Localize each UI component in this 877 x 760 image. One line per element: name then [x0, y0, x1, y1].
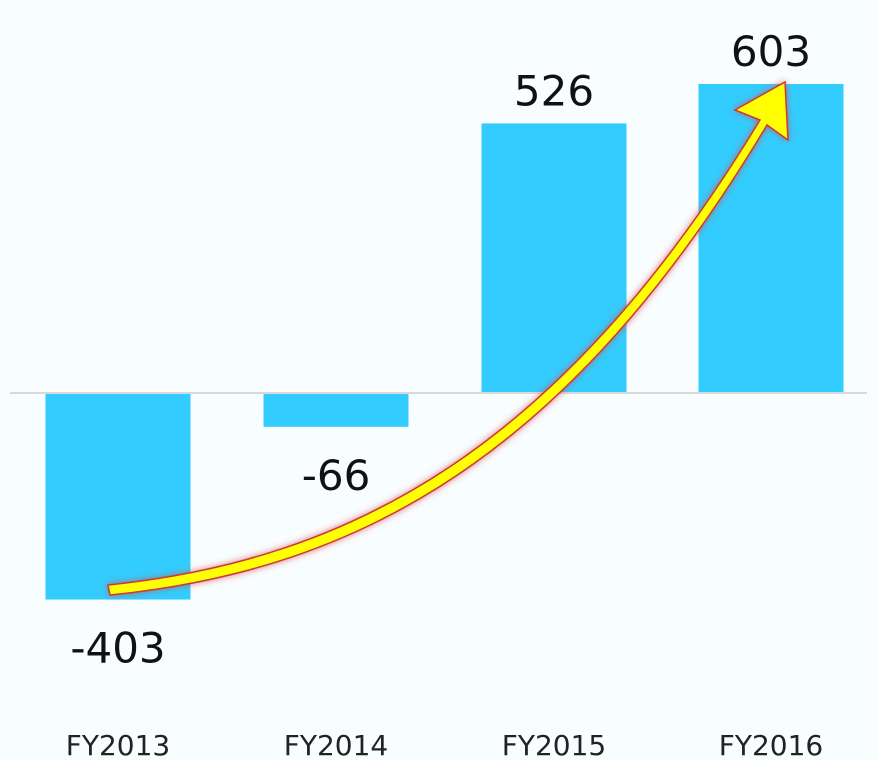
category-axis-labels: FY2013 FY2014 FY2015 FY2016	[66, 729, 823, 760]
data-label-fy2016: 603	[731, 27, 811, 76]
category-label-fy2013: FY2013	[66, 729, 170, 760]
trend-arrow-icon	[107, 80, 789, 596]
bar-fy2014	[263, 393, 409, 427]
bar-fy2013	[45, 393, 191, 600]
data-label-fy2014: -66	[302, 451, 371, 500]
bar-fy2015	[481, 123, 627, 394]
category-label-fy2015: FY2015	[502, 729, 606, 760]
data-labels: -403 -66 526 603	[70, 27, 811, 673]
data-label-fy2015: 526	[514, 66, 594, 115]
bars	[45, 83, 844, 600]
data-label-fy2013: -403	[70, 624, 165, 673]
category-label-fy2014: FY2014	[284, 729, 388, 760]
bar-fy2016	[698, 83, 844, 394]
category-label-fy2016: FY2016	[719, 729, 823, 760]
